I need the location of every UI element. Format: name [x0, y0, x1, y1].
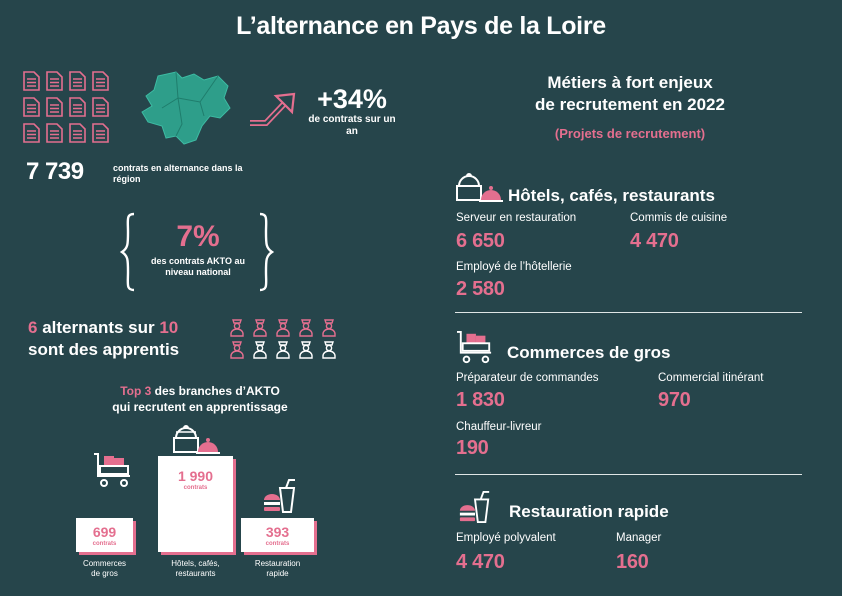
apprentices-numerator: 6 [28, 318, 38, 337]
bar-value-label: 393 [265, 524, 290, 540]
cart-icon [457, 330, 492, 364]
right-title-line2: de recrutement en 2022 [535, 95, 725, 114]
top3-title-rest: des branches d’AKTO [151, 384, 280, 398]
national-share-caption: des contrats AKTO au niveau national [150, 256, 246, 277]
job-label: Commis de cuisine [630, 212, 728, 224]
job-value: 4 470 [456, 551, 505, 573]
job-value: 6 650 [456, 230, 505, 252]
job-value: 160 [616, 551, 649, 573]
growth-block: +34% de contrats sur un an [304, 84, 400, 138]
documents-icon-grid [23, 71, 109, 143]
student-icon [253, 341, 267, 359]
pays-de-la-loire-map-icon [141, 71, 231, 145]
fastfood-icon [459, 490, 490, 524]
top3-title-line2: qui recrutent en apprentissage [112, 400, 288, 414]
job-label: Préparateur de commandes [456, 372, 599, 384]
bar-unit-label: contrats [183, 485, 208, 491]
job-value: 4 470 [630, 230, 679, 252]
section-title-hcr: Hôtels, cafés, restaurants [508, 186, 715, 205]
top3-highlight: Top 3 [120, 384, 152, 398]
national-share-block: 7% des contrats AKTO au niveau national [138, 221, 258, 278]
bar-unit-label: contrats [92, 541, 117, 547]
apprentices-line2: sont des apprentis [28, 340, 180, 359]
growth-caption: de contrats sur un an [308, 114, 396, 137]
apprentice-icon [322, 319, 336, 337]
apprentices-pictogram [228, 318, 338, 360]
apprentice-icon [230, 319, 244, 337]
job-label: Employé de l’hôtellerie [456, 261, 572, 273]
job-value: 1 830 [456, 389, 505, 411]
section-title-gros: Commerces de gros [507, 343, 671, 362]
section-title-rapide: Restauration rapide [509, 502, 669, 521]
bar-restauration-rapide: 393 contrats [241, 518, 314, 552]
apprentice-icon [299, 319, 313, 337]
job-value: 970 [658, 389, 691, 411]
apprentices-mid: alternants sur [37, 318, 160, 337]
right-subtitle: (Projets de recrutement) [554, 126, 706, 141]
growth-arrow-icon [250, 92, 296, 126]
student-icon [322, 341, 336, 359]
bar-unit-label: contrats [265, 541, 290, 547]
brace-icon [120, 212, 274, 292]
right-title-line1: Métiers à fort enjeux [547, 73, 713, 92]
right-title: Métiers à fort enjeux de recrutement en … [462, 72, 798, 116]
cart-icon [94, 453, 130, 487]
bar-commerces-de-gros: 699 contrats [76, 518, 133, 552]
bar-category-label: Restauration rapide [254, 559, 301, 578]
job-label: Manager [616, 532, 662, 544]
apprentice-icon [230, 341, 244, 359]
section-divider [455, 312, 802, 313]
cloche-icon [456, 173, 503, 202]
bar-hotels-cafes-restaurants: 1 990 contrats [158, 456, 233, 552]
bar-value-label: 1 990 [177, 468, 214, 484]
student-icon [299, 341, 313, 359]
apprentice-icon [276, 319, 290, 337]
job-value: 2 580 [456, 278, 505, 300]
apprentices-text: 6 alternants sur 10 sont des apprentis [28, 317, 179, 361]
job-label: Serveur en restauration [456, 212, 577, 224]
contracts-count: 7 739 [26, 158, 84, 185]
apprentice-icon [253, 319, 267, 337]
student-icon [276, 341, 290, 359]
job-label: Chauffeur-livreur [456, 421, 542, 433]
job-value: 190 [456, 437, 489, 459]
cloche-icon [173, 425, 220, 454]
bar-category-label: Commerces de gros [82, 559, 127, 578]
bar-category-label: Hôtels, cafés, restaurants [171, 559, 220, 578]
growth-value: +34% [317, 84, 387, 114]
apprentices-denominator: 10 [159, 318, 179, 337]
fastfood-icon [264, 479, 296, 513]
national-share-value: 7% [176, 220, 220, 253]
job-label: Commercial itinérant [658, 372, 764, 384]
top3-title: Top 3 des branches d’AKTO qui recrutent … [40, 383, 360, 415]
contracts-caption: contrats en alternance dans la région [113, 163, 243, 184]
page-title: L’alternance en Pays de la Loire [236, 12, 606, 40]
section-divider [455, 474, 802, 475]
job-label: Employé polyvalent [456, 532, 556, 544]
bar-value-label: 699 [92, 524, 117, 540]
